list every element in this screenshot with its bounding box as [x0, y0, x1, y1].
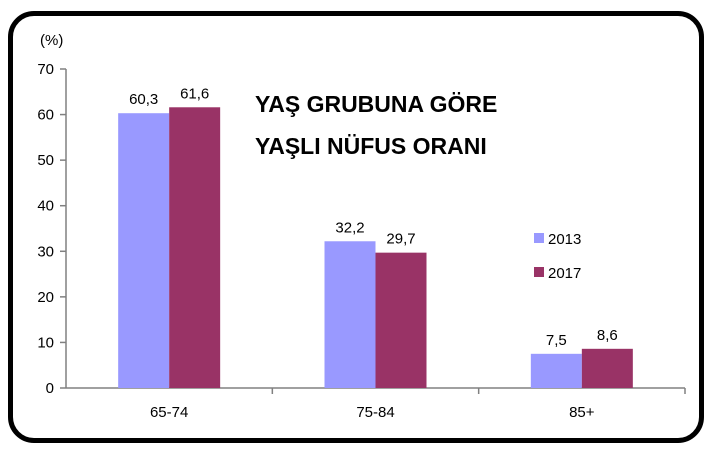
y-tick-label: 70 [37, 61, 54, 78]
bar-2013 [530, 353, 582, 388]
data-label-2013: 32,2 [335, 219, 364, 236]
bar-2013 [324, 241, 376, 388]
legend-swatch-2017 [534, 267, 544, 277]
plot-area: 0 10 20 30 40 50 60 70 65-74 60,3 61,6 75-84 32,2 29,… [37, 61, 686, 421]
x-tick-label: 75-84 [356, 404, 394, 421]
legend-label-2013: 2013 [548, 231, 581, 248]
bar-2013 [118, 113, 170, 388]
y-tick-label: 20 [37, 289, 54, 306]
y-tick-label: 10 [37, 334, 54, 351]
x-tick-label: 85+ [569, 404, 595, 421]
data-label-2013: 60,3 [129, 91, 158, 108]
chart-title-line-1: YAŞ GRUBUNA GÖRE [255, 91, 497, 117]
chart-title-line-2: YAŞLI NÜFUS ORANI [255, 133, 487, 159]
y-axis-unit-label: (%) [40, 32, 63, 49]
data-label-2013: 7,5 [546, 332, 567, 349]
legend-label-2017: 2017 [548, 265, 581, 282]
y-tick-label: 40 [37, 198, 54, 215]
data-label-2017: 61,6 [180, 85, 209, 102]
x-tick-label: 65-74 [150, 404, 188, 421]
bar-2017 [375, 252, 427, 388]
data-label-2017: 8,6 [597, 327, 618, 344]
bar-2017 [169, 107, 221, 388]
data-label-2017: 29,7 [386, 231, 415, 248]
y-tick-label: 50 [37, 152, 54, 169]
y-tick-label: 60 [37, 107, 54, 124]
y-tick-label: 30 [37, 243, 54, 260]
y-tick-label: 0 [46, 380, 54, 397]
bar-2017 [581, 348, 633, 388]
legend-swatch-2013 [534, 233, 544, 243]
